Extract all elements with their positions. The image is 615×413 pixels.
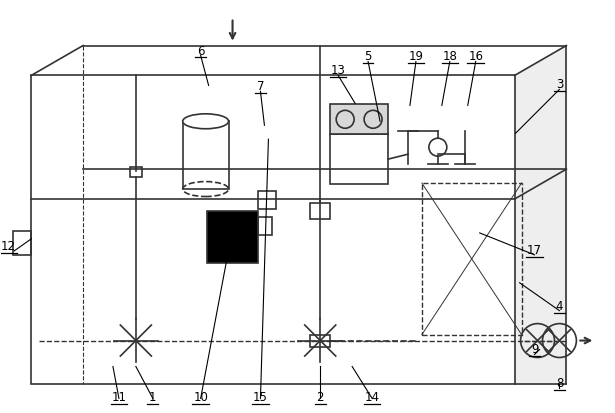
Text: 16: 16 [468, 50, 483, 63]
Text: 13: 13 [331, 64, 346, 77]
Text: 7: 7 [256, 80, 264, 93]
Text: 5: 5 [365, 50, 372, 63]
Bar [330, 135, 388, 185]
Bar [422, 184, 522, 335]
Text: 18: 18 [442, 50, 457, 63]
Bar [258, 192, 276, 209]
Bar [258, 217, 272, 235]
Ellipse shape [183, 114, 229, 129]
Text: 17: 17 [527, 243, 542, 256]
Bar [330, 105, 388, 135]
Text: 10: 10 [193, 390, 208, 404]
Text: 11: 11 [111, 390, 127, 404]
Bar [311, 204, 330, 219]
Text: 1: 1 [149, 390, 157, 404]
Text: 14: 14 [365, 390, 379, 404]
Bar [183, 122, 229, 190]
Bar [311, 335, 330, 347]
Polygon shape [515, 46, 566, 385]
Polygon shape [31, 76, 515, 385]
Text: 6: 6 [197, 44, 204, 57]
Text: 9: 9 [531, 343, 538, 356]
Text: 3: 3 [556, 78, 563, 91]
Text: 2: 2 [317, 390, 324, 404]
Bar [31, 76, 515, 385]
Bar [130, 168, 142, 178]
Text: 15: 15 [253, 390, 268, 404]
Text: 8: 8 [556, 377, 563, 389]
Text: 12: 12 [1, 239, 16, 252]
Text: 4: 4 [556, 299, 563, 312]
Bar [207, 211, 258, 263]
Text: 19: 19 [408, 50, 423, 63]
Bar [14, 231, 31, 255]
Polygon shape [31, 46, 566, 76]
